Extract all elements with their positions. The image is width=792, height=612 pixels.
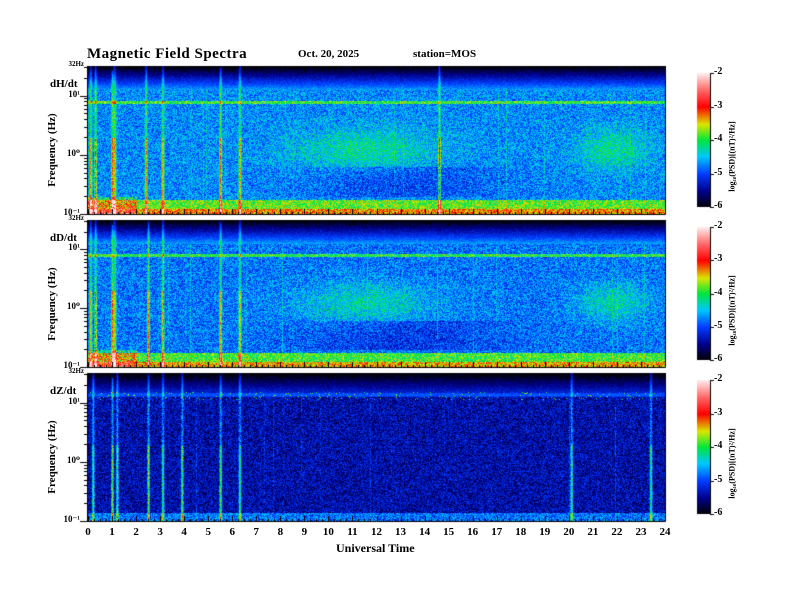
xtick-22: 22 — [611, 526, 623, 538]
ytick-1: 10⁰ — [67, 454, 80, 465]
xtick-10: 10 — [322, 526, 334, 538]
ytick-0.1: 10⁻¹ — [63, 514, 80, 524]
xtick-24: 24 — [659, 526, 671, 538]
xtick-16: 16 — [467, 526, 479, 538]
xtick-0: 0 — [85, 526, 91, 538]
colorbar-tick: -5 — [714, 473, 723, 485]
xtick-1: 1 — [109, 526, 115, 538]
colorbar-tick: -3 — [714, 253, 723, 265]
ytick-32hz: 32Hz — [68, 60, 84, 68]
colorbar-label: log₁₀(PSD)[(nT)²/Hz] — [727, 274, 737, 346]
date-label: Oct. 20, 2025 — [298, 48, 360, 60]
xtick-5: 5 — [205, 526, 211, 538]
colorbar-label: log₁₀(PSD)[(nT)²/Hz] — [727, 121, 737, 192]
xtick-17: 17 — [491, 526, 503, 538]
colorbar-tick: -6 — [714, 353, 723, 364]
xtick-9: 9 — [301, 526, 308, 538]
ytick-1: 10⁰ — [67, 147, 80, 158]
ytick-32hz: 32Hz — [68, 214, 84, 222]
colorbar-tick: -2 — [714, 373, 723, 384]
panel-label: dZ/dt — [50, 385, 77, 397]
xtick-11: 11 — [347, 526, 358, 538]
xtick-14: 14 — [419, 526, 431, 538]
xtick-6: 6 — [229, 526, 236, 538]
xtick-12: 12 — [371, 526, 382, 538]
ytick-0.1: 10⁻¹ — [63, 360, 80, 370]
ytick-10: 10¹ — [68, 395, 80, 406]
xtick-7: 7 — [253, 526, 260, 538]
y-axis-title: Frequency (Hz) — [46, 266, 58, 341]
xtick-21: 21 — [587, 526, 599, 538]
xtick-4: 4 — [181, 526, 187, 538]
xtick-2: 2 — [133, 526, 139, 538]
colorbar-tick: -5 — [714, 319, 723, 331]
xtick-20: 20 — [563, 526, 575, 538]
xtick-23: 23 — [635, 526, 647, 538]
xtick-3: 3 — [157, 526, 163, 538]
colorbar-tick: -2 — [714, 66, 723, 77]
colorbar-tick: -3 — [714, 99, 723, 111]
xtick-8: 8 — [277, 526, 284, 538]
panel-label: dH/dt — [50, 78, 78, 90]
colorbar-tick: -4 — [714, 133, 723, 144]
x-axis-title: Universal Time — [336, 541, 415, 555]
chart-title: Magnetic Field Spectra — [87, 46, 248, 62]
xtick-19: 19 — [539, 526, 551, 538]
y-axis-title: Frequency (Hz) — [46, 113, 58, 187]
colorbar-label: log₁₀(PSD)[(nT)²/Hz] — [727, 428, 737, 499]
colorbar-tick: -5 — [714, 166, 723, 178]
xtick-15: 15 — [443, 526, 455, 538]
ytick-10: 10¹ — [68, 242, 80, 253]
ytick-1: 10⁰ — [67, 301, 80, 312]
colorbar-tick: -3 — [714, 406, 723, 418]
panel-label: dD/dt — [50, 232, 77, 244]
ytick-0.1: 10⁻¹ — [63, 207, 80, 217]
xtick-18: 18 — [515, 526, 527, 538]
ytick-32hz: 32Hz — [68, 367, 84, 375]
station-label: station=MOS — [413, 48, 477, 60]
ytick-10: 10¹ — [68, 88, 80, 99]
xtick-13: 13 — [395, 526, 407, 538]
colorbar-tick: -6 — [714, 200, 723, 211]
y-axis-title: Frequency (Hz) — [46, 420, 58, 494]
colorbar-tick: -2 — [714, 220, 723, 231]
colorbar-tick: -6 — [714, 507, 723, 518]
colorbar-tick: -4 — [714, 440, 723, 451]
colorbar-tick: -4 — [714, 286, 723, 298]
